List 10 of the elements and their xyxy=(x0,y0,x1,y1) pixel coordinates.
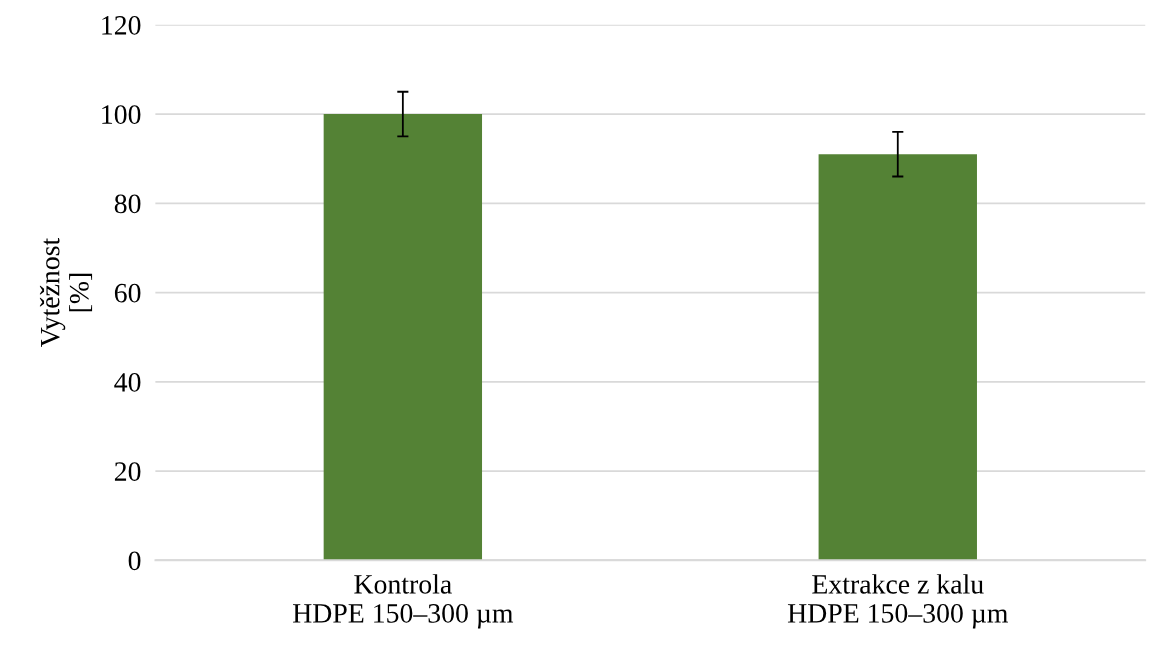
y-tick-label: 100 xyxy=(102,105,141,124)
x-tick-label: Kontrola HDPE 150–300 µm xyxy=(293,574,514,629)
x-tick-label: Extrakce z kalu HDPE 150–300 µm xyxy=(787,574,1008,629)
y-axis-title: Vytěžnost [%] xyxy=(39,237,93,347)
y-tick-label: 80 xyxy=(114,194,141,214)
y-tick-label: 0 xyxy=(128,551,141,571)
y-tick-label: 120 xyxy=(102,15,141,35)
y-tick-label: 60 xyxy=(114,283,141,303)
y-tick-label: 40 xyxy=(114,372,141,392)
y-tick-label: 20 xyxy=(114,462,141,481)
